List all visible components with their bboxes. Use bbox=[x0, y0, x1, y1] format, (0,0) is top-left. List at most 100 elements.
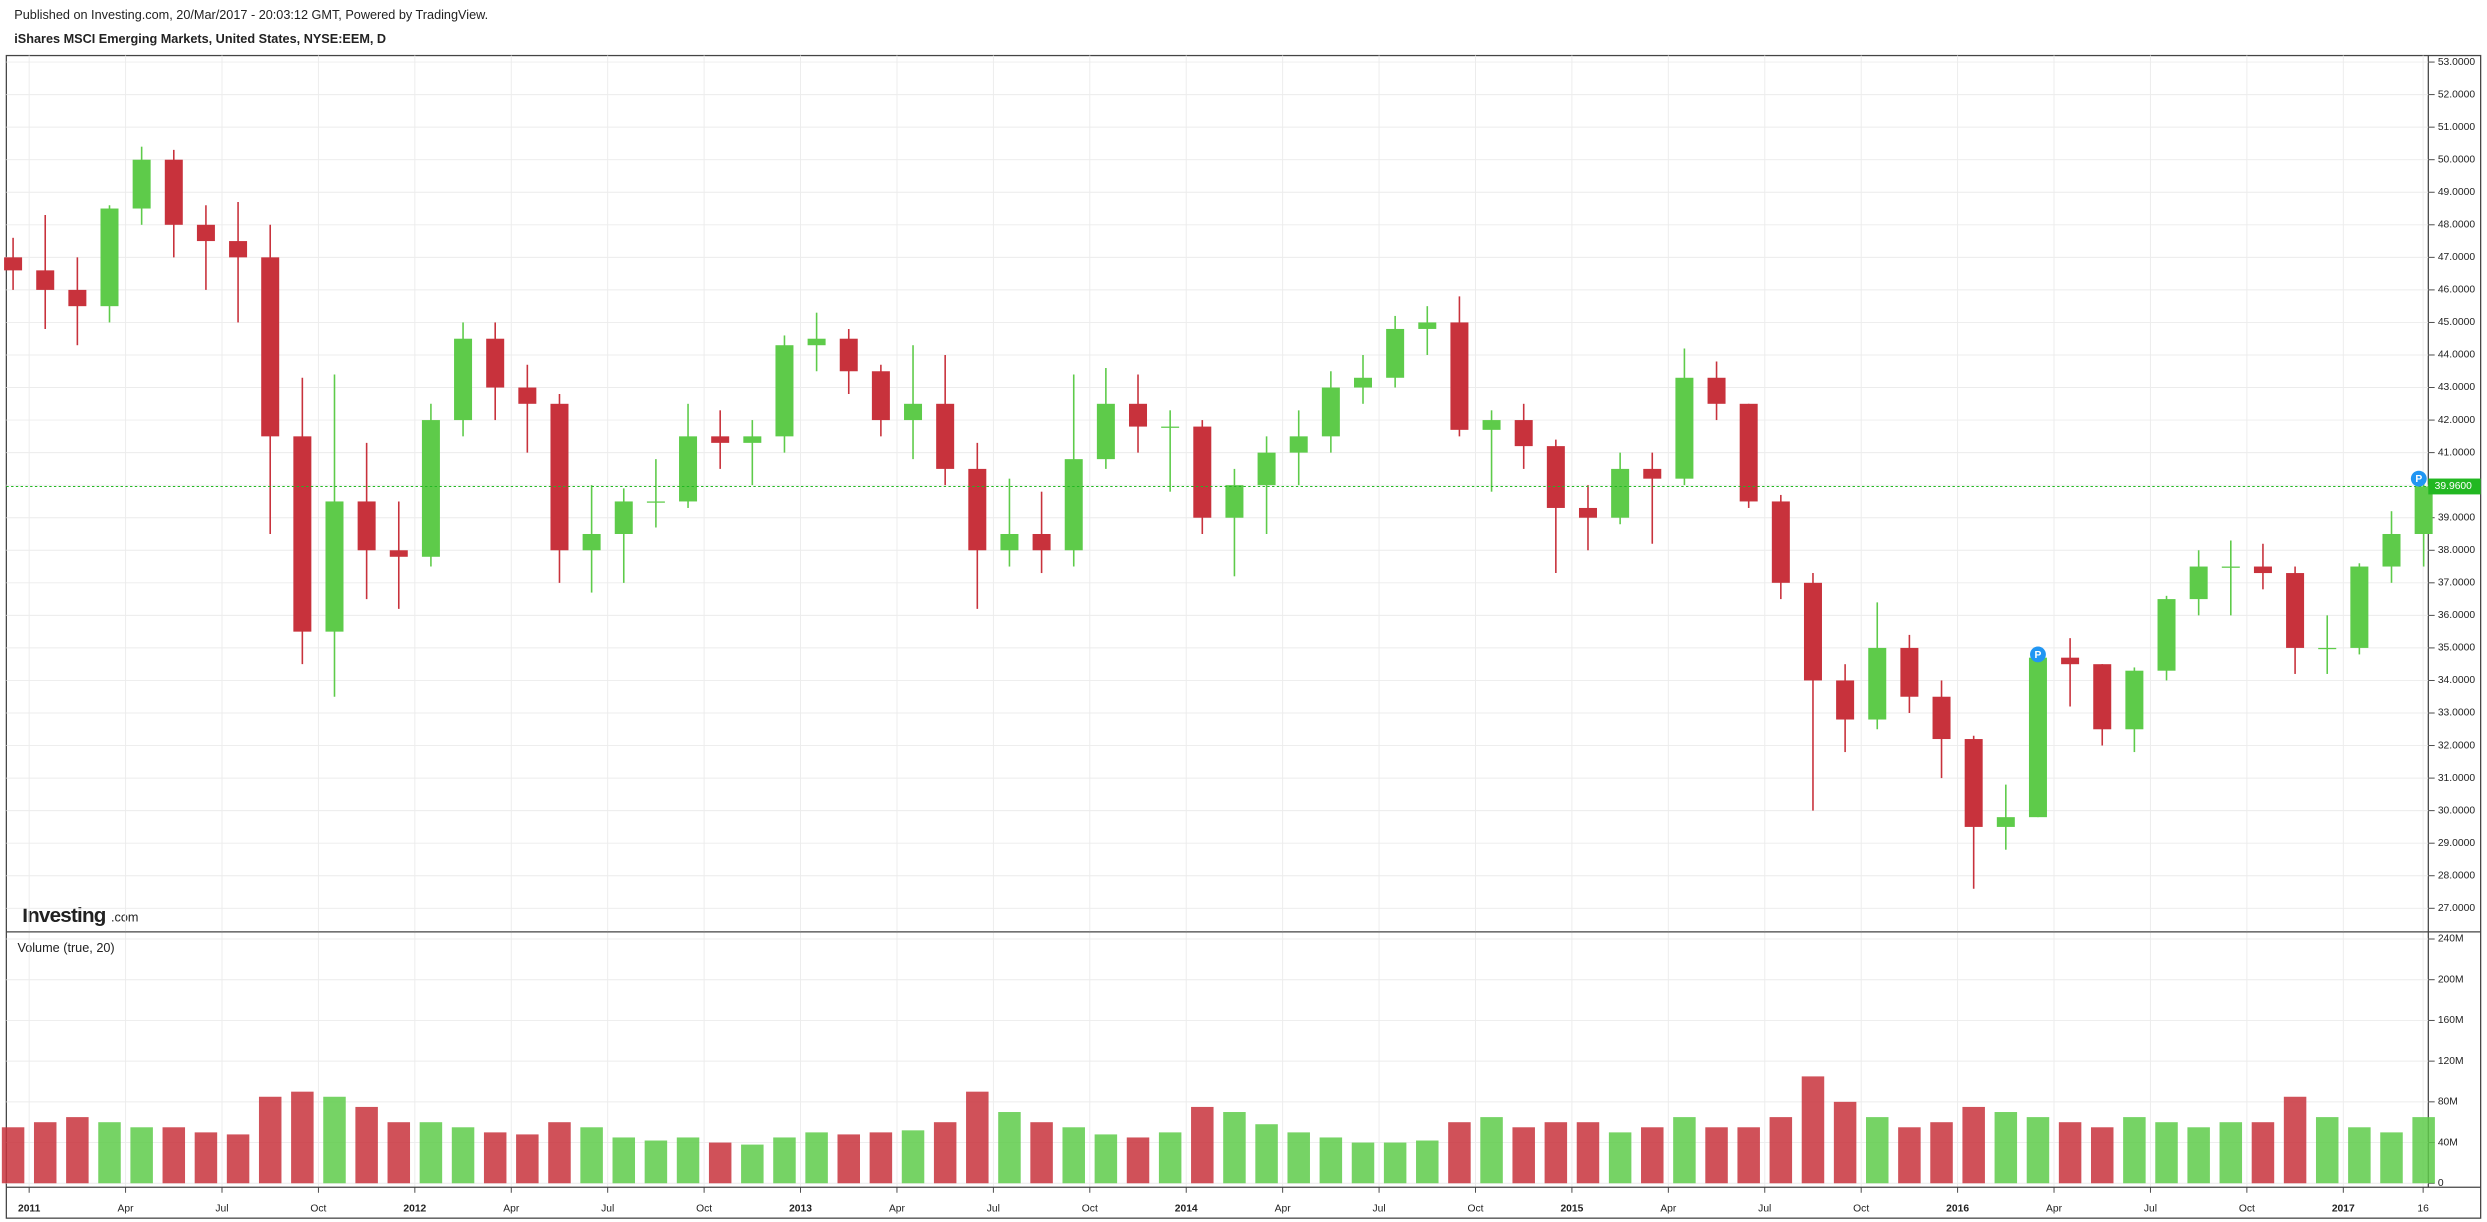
candle-body bbox=[2318, 647, 2337, 650]
volume-bar bbox=[1062, 1127, 1085, 1184]
candle-body bbox=[1900, 647, 1919, 697]
volume-bar bbox=[1608, 1132, 1632, 1184]
candle-body bbox=[1257, 452, 1276, 486]
volume-bar bbox=[998, 1112, 1021, 1184]
volume-bar bbox=[483, 1132, 507, 1184]
volume-bar bbox=[291, 1091, 314, 1184]
candle-body bbox=[518, 387, 537, 404]
x-tick-label: Apr bbox=[503, 1203, 520, 1214]
published-note: Published on Investing.com, 20/Mar/2017 … bbox=[14, 8, 488, 22]
volume-bar bbox=[644, 1140, 668, 1184]
volume-bar bbox=[516, 1134, 539, 1184]
y-tick-label: 50.0000 bbox=[2438, 154, 2475, 165]
candle-body bbox=[1354, 377, 1372, 388]
candle-body bbox=[229, 241, 248, 258]
x-tick-label: Oct bbox=[696, 1203, 712, 1214]
volume-bar bbox=[194, 1132, 218, 1184]
volume-bar bbox=[1126, 1137, 1150, 1184]
candle-body bbox=[839, 338, 858, 372]
event-marker-label: P bbox=[2035, 650, 2042, 661]
volume-bar bbox=[1223, 1112, 1246, 1184]
y-tick-label: 48.0000 bbox=[2438, 220, 2475, 231]
candle-body bbox=[968, 468, 987, 551]
volume-bar bbox=[1383, 1142, 1407, 1184]
y-tick-label: 41.0000 bbox=[2438, 447, 2475, 458]
candle-body bbox=[2093, 664, 2112, 730]
volume-bar bbox=[773, 1137, 796, 1184]
volume-bar bbox=[708, 1142, 732, 1184]
y-tick-label: 37.0000 bbox=[2438, 578, 2475, 589]
volume-bar bbox=[548, 1122, 571, 1184]
candle-body bbox=[293, 436, 312, 632]
candle-body bbox=[1707, 377, 1726, 404]
candle-body bbox=[2221, 566, 2240, 568]
candle-body bbox=[2189, 566, 2208, 600]
y-tick-label: 43.0000 bbox=[2438, 382, 2475, 393]
volume-bar bbox=[1994, 1112, 2018, 1184]
y-tick-label: 36.0000 bbox=[2438, 610, 2475, 621]
candle-body bbox=[1064, 459, 1083, 551]
x-tick-label: Jul bbox=[987, 1203, 1000, 1214]
candle-body bbox=[2028, 657, 2047, 818]
volume-bar bbox=[419, 1122, 443, 1184]
event-marker bbox=[2030, 646, 2046, 663]
volume-bar bbox=[966, 1091, 989, 1184]
candle-body bbox=[36, 270, 55, 290]
candle-body bbox=[1321, 387, 1340, 437]
volume-bar bbox=[1512, 1127, 1535, 1184]
volume-bar bbox=[1030, 1122, 1053, 1184]
candle-body bbox=[1739, 403, 1758, 502]
y-tick-label: 39.0000 bbox=[2438, 512, 2475, 523]
x-tick-label: Oct bbox=[1082, 1203, 1098, 1214]
candle-body bbox=[1193, 426, 1212, 518]
y-tick-label: 27.0000 bbox=[2438, 903, 2475, 914]
volume-bar bbox=[1866, 1117, 1889, 1184]
volume-bar bbox=[1737, 1127, 1760, 1184]
candle-body bbox=[68, 289, 87, 307]
volume-bar bbox=[1, 1127, 25, 1184]
y-tick-label: 80M bbox=[2438, 1097, 2458, 1108]
volume-bar bbox=[1319, 1137, 1343, 1184]
candle-body bbox=[164, 159, 183, 225]
volume-bar bbox=[2412, 1117, 2435, 1184]
candle-body bbox=[1096, 403, 1115, 460]
volume-bar bbox=[1930, 1122, 1953, 1184]
volume-bar bbox=[676, 1137, 700, 1184]
y-tick-label: 0 bbox=[2438, 1178, 2444, 1189]
candle-body bbox=[1771, 501, 1790, 583]
candle-body bbox=[261, 257, 280, 437]
candle-body bbox=[1161, 426, 1180, 428]
candle-body bbox=[1289, 436, 1308, 453]
last-price-label: 39.9600 bbox=[2435, 481, 2472, 492]
y-tick-label: 34.0000 bbox=[2438, 675, 2475, 686]
candle-body bbox=[1386, 328, 1405, 378]
x-tick-label: 2015 bbox=[1560, 1203, 1583, 1214]
y-tick-label: 47.0000 bbox=[2438, 252, 2475, 263]
candle-body bbox=[389, 550, 408, 557]
candle-body bbox=[2157, 599, 2176, 671]
y-tick-label: 32.0000 bbox=[2438, 740, 2475, 751]
volume-bar bbox=[2251, 1122, 2275, 1184]
x-tick-label: Apr bbox=[2046, 1203, 2063, 1214]
candle-body bbox=[1450, 322, 1469, 430]
candle-body bbox=[1578, 507, 1597, 518]
volume-bar bbox=[1191, 1106, 1214, 1184]
y-tick-label: 38.0000 bbox=[2438, 545, 2475, 556]
candle-body bbox=[679, 436, 698, 502]
volume-bar bbox=[933, 1122, 957, 1184]
candle-body bbox=[1225, 485, 1244, 518]
volume-bar bbox=[1801, 1076, 1825, 1184]
candle-body bbox=[1514, 420, 1533, 447]
candle-body bbox=[807, 338, 826, 346]
x-tick-label: Jul bbox=[1758, 1203, 1771, 1214]
volume-bar bbox=[2219, 1122, 2243, 1184]
volume-bar bbox=[2315, 1117, 2339, 1184]
candle-body bbox=[132, 159, 151, 209]
x-tick-label: 2013 bbox=[789, 1203, 812, 1214]
volume-bar bbox=[2026, 1117, 2050, 1184]
x-tick-label: Oct bbox=[1853, 1203, 1869, 1214]
candle-body bbox=[1643, 468, 1662, 479]
candle-body bbox=[421, 420, 440, 557]
volume-bar bbox=[1287, 1132, 1310, 1184]
